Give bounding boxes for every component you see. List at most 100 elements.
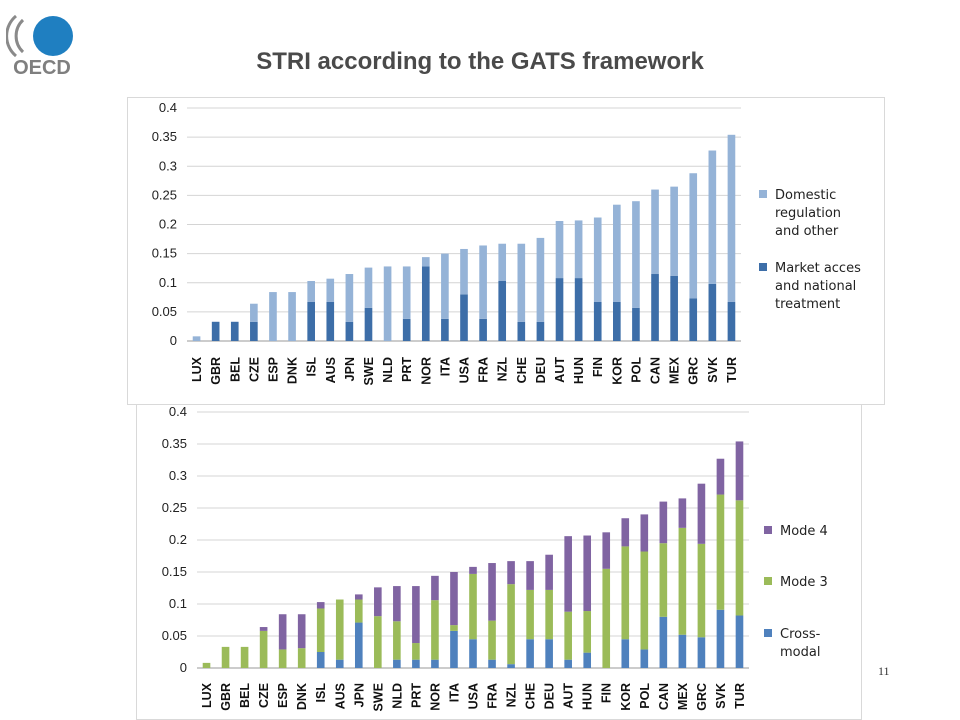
x-tick-label: AUT	[562, 683, 576, 709]
x-tick-label: TUR	[733, 683, 747, 709]
x-tick-label: ESP	[266, 357, 280, 382]
bar-swe-mode-3	[374, 616, 382, 668]
bar-fra-mode-4	[488, 563, 496, 621]
page-number: 11	[878, 664, 890, 678]
bar-grc-mode-3	[697, 543, 706, 638]
x-tick-label: ISL	[314, 683, 328, 703]
legend-swatch-cross-modal	[764, 629, 772, 637]
bar-deu-mode-4	[545, 554, 553, 590]
bar-deu-mode-3	[545, 589, 553, 640]
bar-aut-market-acces-and-national-treatment	[555, 278, 564, 341]
bar-aus-market-acces-and-national-treatment	[326, 301, 335, 341]
bar-pol-domestic-regulation-and-other	[632, 201, 640, 308]
bar-svk-cross-modal	[716, 609, 725, 668]
bar-grc-domestic-regulation-and-other	[689, 173, 698, 299]
bar-usa-market-acces-and-national-treatment	[460, 294, 468, 341]
y-tick-label: 0.05	[152, 304, 177, 319]
x-tick-label: AUT	[553, 357, 567, 383]
x-tick-label: CHE	[524, 683, 538, 709]
bar-kor-mode-3	[621, 546, 630, 640]
y-tick-label: 0.15	[162, 564, 187, 579]
bar-can-cross-modal	[659, 616, 668, 668]
x-tick-label: SWE	[371, 683, 385, 711]
legend-label-market-acces-and-national-treatment: treatment	[775, 297, 840, 312]
bar-fra-market-acces-and-national-treatment	[479, 318, 487, 341]
bar-esp-domestic-regulation-and-other	[269, 292, 277, 341]
x-tick-label: GRC	[687, 357, 701, 385]
x-tick-label: NOR	[419, 357, 433, 385]
legend-swatch-mode-3	[764, 577, 772, 585]
bar-aus-mode-3	[335, 599, 344, 660]
legend-label-domestic-regulation-and-other: and other	[775, 224, 839, 239]
legend-label-mode-4: Mode 4	[780, 524, 828, 539]
x-tick-label: GBR	[219, 683, 233, 711]
x-tick-label: NLD	[381, 357, 395, 383]
x-tick-label: FIN	[600, 683, 614, 703]
bar-grc-market-acces-and-national-treatment	[689, 298, 698, 341]
bar-nld-mode-3	[393, 621, 401, 660]
bar-isl-cross-modal	[316, 652, 325, 668]
bar-kor-domestic-regulation-and-other	[613, 204, 621, 302]
bar-tur-cross-modal	[735, 615, 744, 668]
bar-nld-mode-4	[393, 586, 401, 622]
bar-fin-mode-4	[602, 532, 611, 569]
bar-aut-mode-3	[564, 611, 572, 660]
bar-aut-cross-modal	[564, 659, 572, 668]
bar-aus-cross-modal	[335, 659, 344, 668]
y-tick-label: 0.1	[159, 275, 177, 290]
x-tick-label: DEU	[534, 357, 548, 383]
bar-usa-cross-modal	[469, 639, 477, 668]
bar-dnk-mode-4	[297, 614, 306, 649]
logo-text: OECD	[13, 57, 71, 78]
bar-isl-mode-3	[316, 608, 325, 652]
bar-dnk-domestic-regulation-and-other	[288, 292, 296, 341]
bar-prt-domestic-regulation-and-other	[402, 266, 411, 319]
bar-gbr-market-acces-and-national-treatment	[211, 321, 220, 341]
y-tick-label: 0.05	[162, 628, 187, 643]
x-tick-label: GBR	[209, 357, 223, 385]
bar-ita-domestic-regulation-and-other	[441, 253, 449, 319]
bar-mex-market-acces-and-national-treatment	[670, 275, 678, 341]
x-tick-label: BEL	[228, 357, 242, 382]
x-tick-label: POL	[629, 357, 643, 383]
bar-fin-mode-3	[602, 568, 611, 668]
bar-prt-cross-modal	[412, 659, 420, 668]
bar-deu-cross-modal	[545, 639, 553, 668]
bar-nld-cross-modal	[393, 659, 401, 668]
legend-swatch-domestic-regulation-and-other	[759, 190, 767, 198]
bar-aut-domestic-regulation-and-other	[555, 221, 564, 279]
x-tick-label: CZE	[247, 357, 261, 382]
bar-grc-cross-modal	[697, 637, 706, 668]
bar-mex-cross-modal	[678, 634, 687, 668]
x-tick-label: GRC	[695, 683, 709, 711]
x-tick-label: POL	[638, 683, 652, 709]
bar-jpn-mode-3	[354, 599, 363, 623]
bar-mex-domestic-regulation-and-other	[670, 186, 678, 276]
x-tick-label: USA	[458, 357, 472, 383]
x-tick-label: DNK	[286, 357, 300, 384]
x-tick-label: FRA	[486, 683, 500, 709]
bar-isl-market-acces-and-national-treatment	[307, 301, 315, 341]
logo-arc-inner	[14, 18, 25, 54]
bar-hun-cross-modal	[583, 652, 592, 668]
bar-grc-mode-4	[697, 483, 706, 544]
x-tick-label: PRT	[409, 683, 423, 708]
bar-prt-mode-4	[412, 586, 420, 644]
bar-usa-mode-4	[469, 566, 477, 574]
bar-tur-mode-4	[735, 441, 744, 501]
bar-aus-domestic-regulation-and-other	[326, 278, 335, 302]
bar-fra-domestic-regulation-and-other	[479, 245, 487, 319]
x-tick-label: ITA	[447, 683, 461, 702]
x-tick-label: MEX	[676, 682, 690, 710]
x-tick-label: HUN	[572, 357, 586, 384]
x-tick-label: CAN	[657, 683, 671, 710]
x-tick-label: DEU	[543, 683, 557, 709]
bar-swe-mode-4	[374, 587, 382, 617]
bar-kor-market-acces-and-national-treatment	[613, 301, 621, 341]
x-tick-label: MEX	[668, 356, 682, 384]
bar-jpn-domestic-regulation-and-other	[345, 274, 354, 322]
x-tick-label: PRT	[400, 357, 414, 382]
bar-ita-mode-4	[450, 572, 458, 626]
x-tick-label: NLD	[390, 683, 404, 709]
bar-pol-cross-modal	[640, 649, 649, 668]
